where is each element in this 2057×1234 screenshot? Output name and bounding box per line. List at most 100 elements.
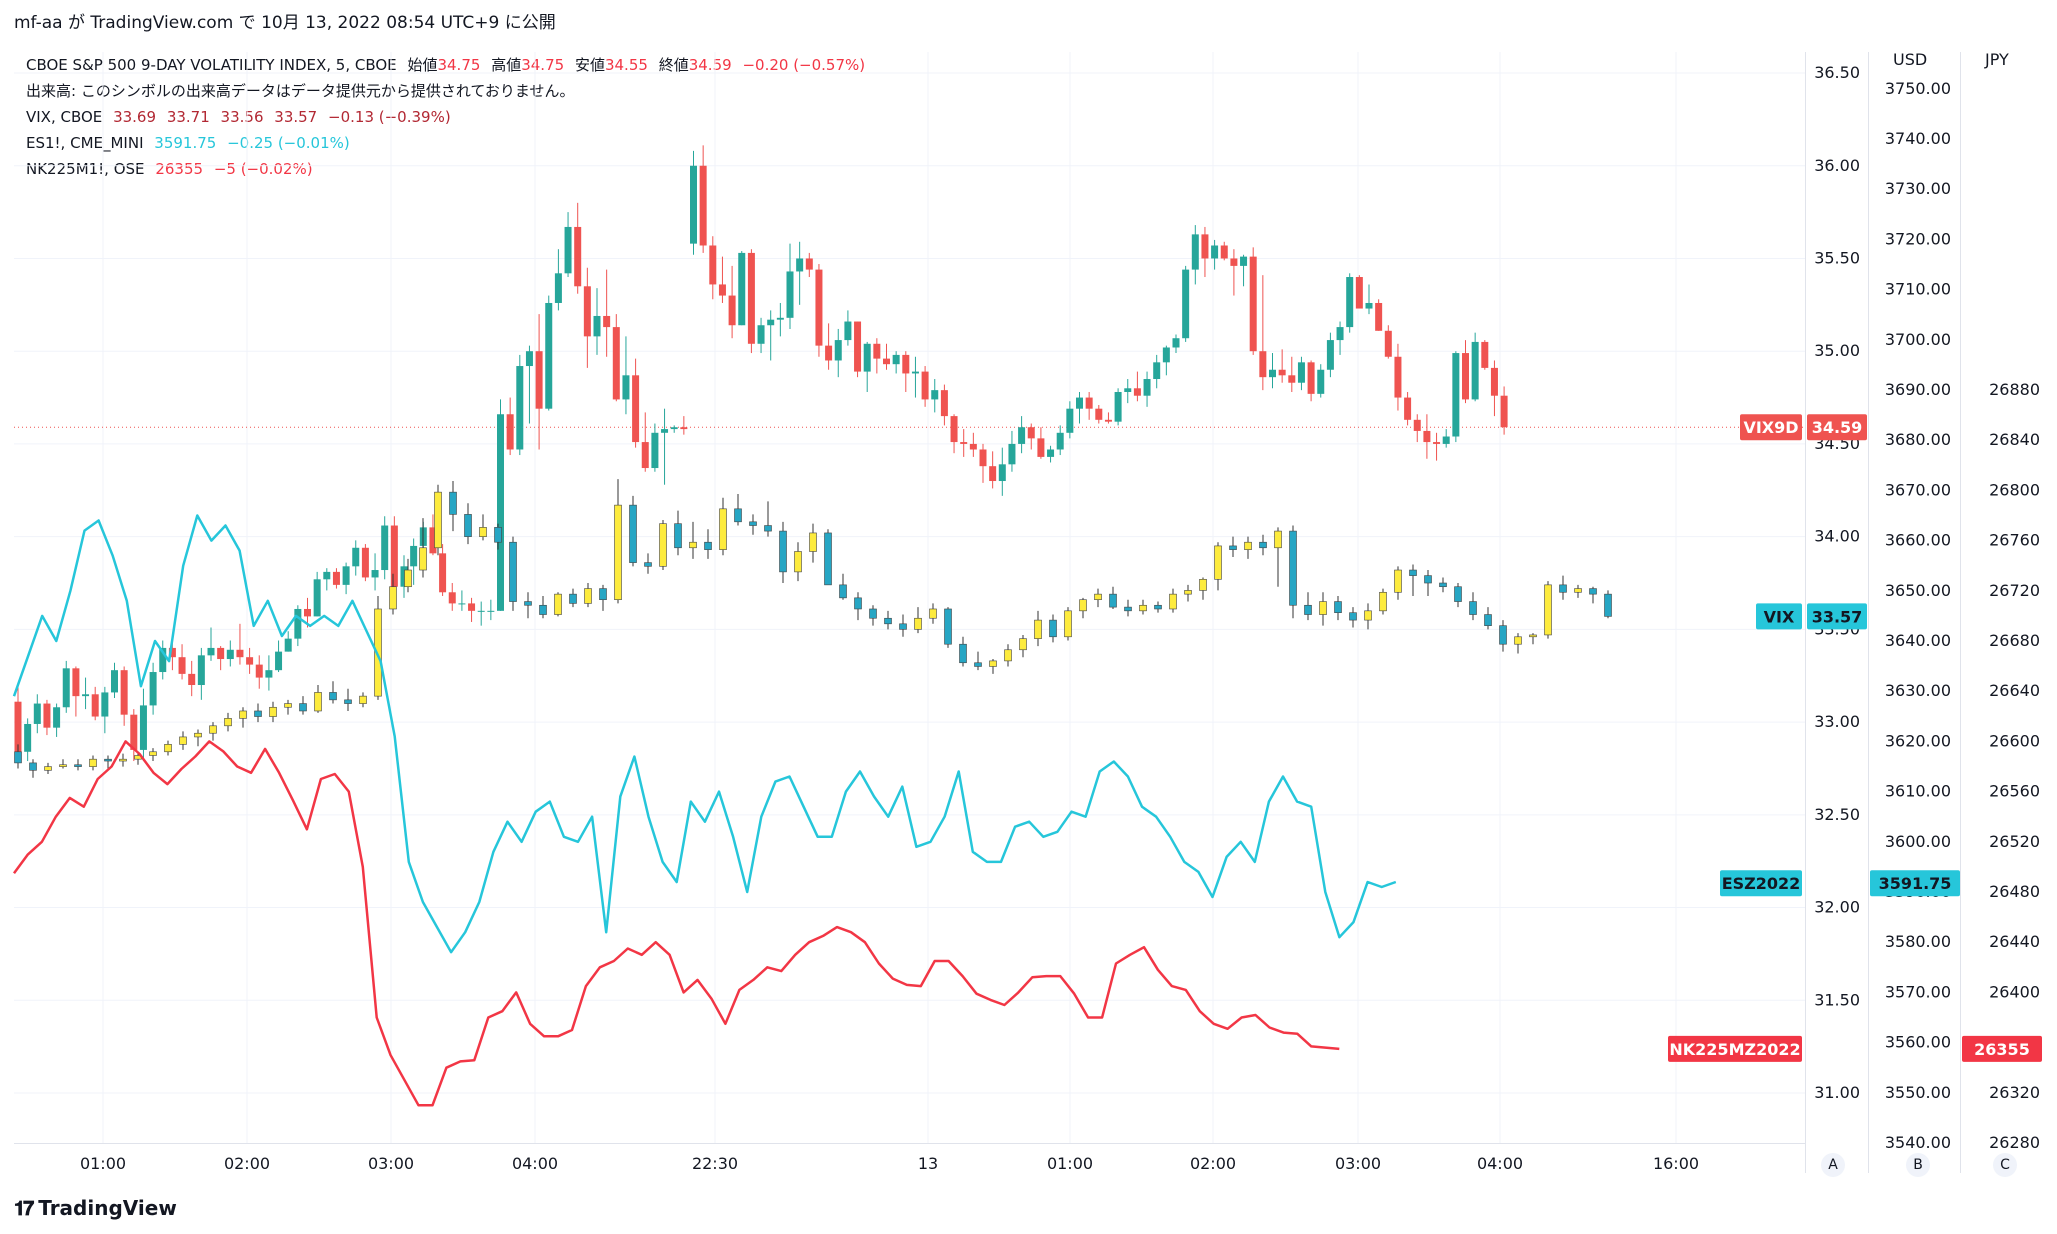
vix9d-candle (226, 649, 234, 660)
vix9d-candle (1018, 427, 1026, 444)
legend-nk[interactable]: NK225M1!, OSE 26355 −5 (−0.02%) (26, 156, 871, 182)
vix-candle (1199, 579, 1207, 591)
vix-candle (194, 732, 202, 738)
vix9d-candle (429, 527, 437, 554)
vix9d-candle (101, 692, 109, 717)
vix-candle (1139, 604, 1147, 612)
vix9d-candle (448, 592, 456, 604)
scale-button-a[interactable]: A (1821, 1153, 1845, 1177)
vix9d-candle (834, 340, 842, 361)
vix-candle (614, 504, 622, 601)
vix-candle (1589, 588, 1597, 595)
vix9d-candle (1452, 353, 1460, 437)
vix-candle (1394, 569, 1402, 593)
vix9d-candle (284, 638, 292, 652)
usd-scale-tick: 3560.00 (1885, 1033, 1951, 1052)
vix9d-candle (91, 694, 99, 717)
usd-scale-tick: 3730.00 (1885, 179, 1951, 198)
vix-candle (254, 710, 262, 717)
vix-candle (1409, 569, 1417, 576)
vix9d-candle (690, 165, 697, 244)
price-chart[interactable]: 36.5036.0035.5035.0034.5034.0033.5033.00… (0, 30, 2057, 1190)
jpy-scale-tick: 26520 (1989, 832, 2040, 851)
vix9d-candle (1433, 442, 1441, 444)
vix-candle (404, 569, 412, 588)
left-scale-tick: 36.00 (1814, 156, 1860, 175)
scale-button-b[interactable]: B (1906, 1153, 1930, 1177)
time-tick: 22:30 (692, 1154, 738, 1173)
vix-tag-label: VIX (1764, 607, 1795, 626)
vix9d-candle (400, 566, 408, 587)
left-scale-tick: 32.00 (1814, 898, 1860, 917)
publish-header: mf-aa が TradingView.com で 10月 13, 2022 0… (14, 13, 556, 33)
vix9d-candle (1162, 347, 1170, 363)
vix9d-candle (670, 427, 678, 430)
vix9d-candle (1240, 256, 1248, 266)
vix9d-candle (892, 354, 900, 365)
vix9d-candle (1008, 443, 1016, 465)
vix-candle (809, 532, 817, 552)
jpy-scale-tick: 26640 (1989, 681, 2040, 700)
vix9d-candle (207, 647, 215, 656)
vix-value-bg (1807, 603, 1867, 630)
jpy-scale-tick: 26600 (1989, 731, 2040, 750)
legend-nk-last: 26355 (155, 160, 204, 178)
vix9d-candle (1394, 356, 1402, 398)
jpy-scale-tick: 26880 (1989, 380, 2040, 399)
vix-candle (1049, 619, 1057, 638)
vix9d-tag-bg (1740, 414, 1802, 441)
vix9d-candle (62, 668, 70, 708)
vix-candle (839, 584, 847, 599)
legend-open-value: 34.75 (437, 56, 481, 74)
vix9d-candle (1413, 419, 1421, 431)
vix9d-candle (998, 464, 1006, 482)
jpy-scale-tick: 26480 (1989, 882, 2040, 901)
left-scale-tick: 33.00 (1814, 712, 1860, 731)
vix9d-candle (217, 647, 225, 660)
usd-scale-tick: 3570.00 (1885, 982, 1951, 1001)
vix-candle (599, 588, 607, 601)
vix-candle (929, 608, 937, 619)
vix9d-candle (1278, 369, 1286, 376)
legend-vix-high: 33.71 (166, 108, 210, 126)
legend-vix[interactable]: VIX, CBOE 33.69 33.71 33.56 33.57 −0.13 … (26, 104, 871, 130)
vix-candle (449, 491, 457, 515)
vix-candle (1349, 612, 1357, 621)
vix-candle (644, 562, 652, 567)
scale-button-c[interactable]: C (1993, 1153, 2017, 1177)
vix9d-candle (1404, 397, 1412, 420)
vix-candle (494, 527, 502, 543)
vix-candle (104, 758, 112, 762)
vix9d-candle (294, 608, 302, 639)
time-tick: 04:00 (512, 1154, 558, 1173)
usd-scale-tick: 3630.00 (1885, 681, 1951, 700)
legend-es[interactable]: ES1!, CME_MINI 3591.75 −0.25 (−0.01%) (26, 130, 871, 156)
vix-candle (734, 508, 742, 523)
legend-vix-low: 33.56 (220, 108, 264, 126)
nk-line (12, 740, 1340, 1107)
usd-scale-tick: 3660.00 (1885, 531, 1951, 550)
vix-candle (1439, 582, 1447, 588)
time-tick: 02:00 (1190, 1154, 1236, 1173)
vix-candle (719, 508, 727, 550)
vix-candle (1274, 530, 1282, 549)
vix-candle (239, 710, 247, 719)
vix9d-candle (332, 571, 340, 585)
vix-candle (179, 736, 187, 745)
vix-candle (854, 597, 862, 610)
vix-candle (1544, 584, 1552, 636)
vix-candle (1304, 604, 1312, 615)
legend-vix9d[interactable]: CBOE S&P 500 9-DAY VOLATILITY INDEX, 5, … (26, 52, 871, 78)
vix9d-candle (1384, 330, 1392, 357)
tradingview-footer[interactable]: 𝟏𝟕 TradingView (14, 1196, 177, 1220)
vix9d-candle (747, 252, 755, 344)
vix-candle (974, 662, 982, 667)
vix9d-candle (960, 442, 968, 444)
vix-candle (464, 514, 472, 537)
vix-candle (1319, 601, 1327, 615)
vix-candle (1364, 610, 1372, 621)
vix9d-candle (950, 416, 958, 443)
vix9d-candle (709, 245, 717, 285)
vix9d-candle (1471, 341, 1479, 400)
vix9d-candle (506, 414, 514, 450)
